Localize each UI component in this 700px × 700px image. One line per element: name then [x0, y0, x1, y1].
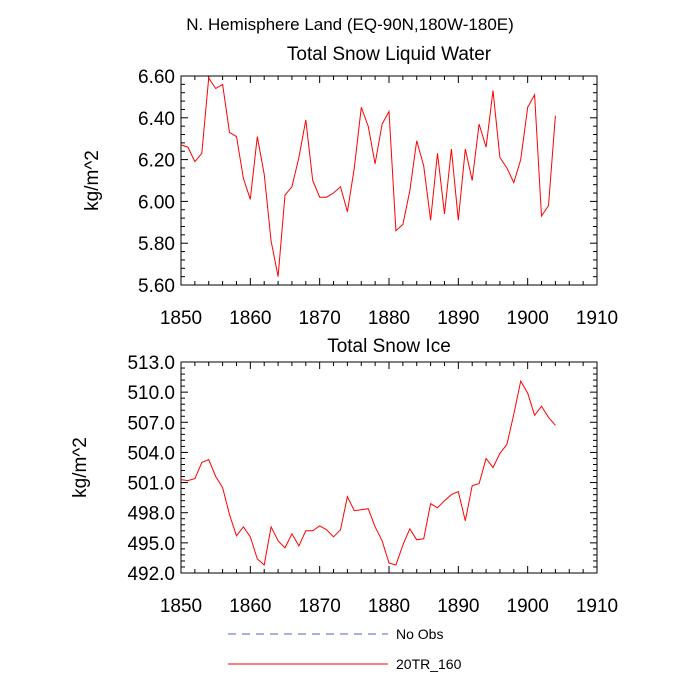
y-tick-label: 501.0	[127, 474, 175, 495]
y-tick-label: 6.00	[138, 192, 175, 213]
chart-total-snow-ice: Total Snow Ice kg/m^2 1850 1860 1870 1880 1890…	[70, 336, 618, 617]
y-axis-label: kg/m^2	[82, 150, 103, 211]
x-tick-label: 1860	[229, 596, 271, 617]
chart-total-snow-liquid-water: Total Snow Liquid Water kg/m^2 1850 1860 187…	[82, 44, 618, 329]
legend: No Obs 20TR_160	[228, 626, 462, 672]
y-tick-label: 513.0	[127, 353, 175, 374]
x-tick-label: 1890	[437, 308, 479, 329]
x-tick-label: 1850	[160, 596, 202, 617]
x-tick-label: 1870	[299, 308, 341, 329]
legend-label-no-obs: No Obs	[396, 626, 443, 642]
x-tick-label: 1910	[576, 308, 618, 329]
y-tick-label: 507.0	[127, 413, 175, 434]
x-tick-label: 1870	[299, 596, 341, 617]
x-tick-label: 1880	[368, 308, 410, 329]
y-tick-label: 6.60	[138, 67, 175, 88]
series-line-20tr-160	[180, 76, 556, 277]
y-tick-label: 5.80	[138, 234, 175, 255]
x-tick-label: 1890	[437, 596, 479, 617]
y-tick-label: 510.0	[127, 383, 175, 404]
y-tick-label: 495.0	[127, 534, 175, 555]
y-tick-label: 492.0	[127, 564, 175, 585]
chart-title: Total Snow Liquid Water	[287, 44, 492, 65]
y-tick-label: 504.0	[127, 443, 175, 464]
y-tick-label: 498.0	[127, 504, 175, 525]
x-tick-label: 1900	[507, 308, 549, 329]
y-tick-label: 6.40	[138, 109, 175, 130]
series-line-20tr-160	[180, 379, 556, 566]
legend-label-20tr-160: 20TR_160	[396, 656, 462, 672]
x-tick-label: 1860	[229, 308, 271, 329]
x-tick-label: 1900	[507, 596, 549, 617]
chart-title: Total Snow Ice	[327, 336, 451, 357]
y-axis-label: kg/m^2	[70, 437, 91, 498]
x-tick-label: 1910	[576, 596, 618, 617]
figure-title: N. Hemisphere Land (EQ-90N,180W-180E)	[186, 15, 514, 34]
x-tick-label: 1880	[368, 596, 410, 617]
plot-frame	[180, 75, 598, 286]
y-tick-label: 5.60	[138, 276, 175, 297]
y-tick-label: 6.20	[138, 151, 175, 172]
plot-frame	[180, 361, 598, 574]
x-tick-label: 1850	[160, 308, 202, 329]
